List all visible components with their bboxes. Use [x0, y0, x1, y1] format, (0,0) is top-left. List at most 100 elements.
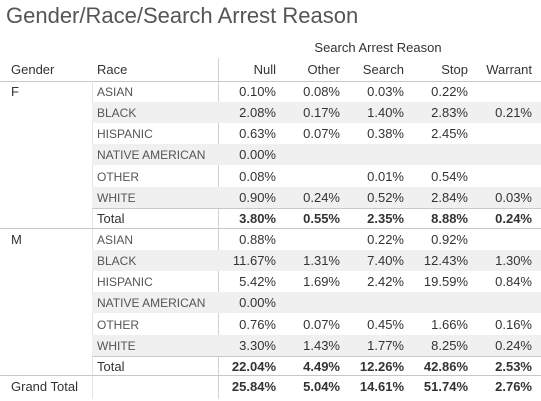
column-header-stop: Stop	[441, 62, 468, 77]
table-row: OTHER 0.76% 0.07% 0.45% 1.66% 0.16%	[0, 314, 541, 335]
cell-stop: 1.66%	[431, 317, 468, 332]
cell-search: 2.42%	[367, 274, 404, 289]
cell-search: 0.38%	[367, 126, 404, 141]
cell-null: 0.08%	[239, 169, 276, 184]
cell-null: 2.08%	[239, 105, 276, 120]
cell-warrant: 0.84%	[495, 274, 532, 289]
cell-null: 0.88%	[239, 232, 276, 247]
subtotal-row: Total 3.80% 0.55% 2.35% 8.88% 0.24%	[0, 208, 541, 229]
grand-total-null: 25.84%	[232, 379, 276, 394]
race-label: HISPANIC	[97, 275, 153, 289]
column-header-null: Null	[254, 62, 276, 77]
race-label: ASIAN	[97, 233, 133, 247]
cell-warrant: 2.53%	[495, 359, 532, 374]
cell-other: 1.69%	[303, 274, 340, 289]
cell-other: 1.31%	[303, 253, 340, 268]
cell-stop: 0.92%	[431, 232, 468, 247]
race-label: ASIAN	[97, 85, 133, 99]
cell-other: 1.43%	[303, 338, 340, 353]
cell-other: 0.55%	[303, 211, 340, 226]
table-row: ASIAN 0.10% 0.08% 0.03% 0.22%	[0, 81, 541, 102]
cell-null: 5.42%	[239, 274, 276, 289]
cell-stop: 12.43%	[424, 253, 468, 268]
race-label: WHITE	[97, 191, 136, 205]
cell-search: 0.52%	[367, 190, 404, 205]
cell-warrant: 0.03%	[495, 190, 532, 205]
cell-null: 0.10%	[239, 84, 276, 99]
cell-search: 7.40%	[367, 253, 404, 268]
subtotal-label: Total	[97, 211, 124, 226]
cell-warrant: 0.24%	[495, 338, 532, 353]
race-label: HISPANIC	[97, 127, 153, 141]
column-header-other: Other	[307, 62, 340, 77]
cell-stop: 8.25%	[431, 338, 468, 353]
cell-stop: 0.22%	[431, 84, 468, 99]
race-label: NATIVE AMERICAN	[97, 148, 205, 162]
row-header-gender: Gender	[11, 62, 54, 77]
race-label: OTHER	[97, 318, 139, 332]
cell-stop: 42.86%	[424, 359, 468, 374]
cell-other: 0.08%	[303, 84, 340, 99]
grand-total-label: Grand Total	[11, 379, 78, 394]
cell-null: 22.04%	[232, 359, 276, 374]
race-label: BLACK	[97, 106, 136, 120]
cell-search: 1.77%	[367, 338, 404, 353]
cell-null: 0.00%	[239, 147, 276, 162]
cell-search: 1.40%	[367, 105, 404, 120]
race-label: OTHER	[97, 170, 139, 184]
grand-total-other: 5.04%	[303, 379, 340, 394]
table-row: BLACK 2.08% 0.17% 1.40% 2.83% 0.21%	[0, 102, 541, 123]
table-row: HISPANIC 0.63% 0.07% 0.38% 2.45%	[0, 123, 541, 144]
race-label: NATIVE AMERICAN	[97, 296, 205, 310]
table-row: NATIVE AMERICAN 0.00%	[0, 144, 541, 165]
cell-warrant: 1.30%	[495, 253, 532, 268]
cell-other: 0.07%	[303, 317, 340, 332]
column-group-header: Search Arrest Reason	[219, 40, 537, 55]
cell-other: 0.17%	[303, 105, 340, 120]
column-header-search: Search	[363, 62, 404, 77]
subtotal-row: Total 22.04% 4.49% 12.26% 42.86% 2.53%	[0, 356, 541, 377]
grand-total-warrant: 2.76%	[495, 379, 532, 394]
cell-other: 4.49%	[303, 359, 340, 374]
cell-search: 2.35%	[367, 211, 404, 226]
column-header-row: Gender Race Null Other Search Stop Warra…	[0, 59, 541, 81]
table-row: OTHER 0.08% 0.01% 0.54%	[0, 166, 541, 187]
grand-total-row: Grand Total 25.84% 5.04% 14.61% 51.74% 2…	[0, 376, 541, 397]
race-label: BLACK	[97, 254, 136, 268]
cell-warrant: 0.21%	[495, 105, 532, 120]
grand-total-stop: 51.74%	[424, 379, 468, 394]
cell-warrant: 0.24%	[495, 211, 532, 226]
cell-stop: 19.59%	[424, 274, 468, 289]
grand-total-search: 14.61%	[360, 379, 404, 394]
table-row: HISPANIC 5.42% 1.69% 2.42% 19.59% 0.84%	[0, 271, 541, 292]
cell-stop: 8.88%	[431, 211, 468, 226]
cell-search: 0.01%	[367, 169, 404, 184]
cell-stop: 2.45%	[431, 126, 468, 141]
table-row: WHITE 0.90% 0.24% 0.52% 2.84% 0.03%	[0, 187, 541, 208]
cell-stop: 2.83%	[431, 105, 468, 120]
cell-stop: 2.84%	[431, 190, 468, 205]
subtotal-label: Total	[97, 359, 124, 374]
cell-stop: 0.54%	[431, 169, 468, 184]
race-label: WHITE	[97, 339, 136, 353]
column-header-warrant: Warrant	[486, 62, 532, 77]
cell-other: 0.07%	[303, 126, 340, 141]
table-row: ASIAN 0.88% 0.22% 0.92%	[0, 229, 541, 250]
cell-null: 0.90%	[239, 190, 276, 205]
cell-search: 12.26%	[360, 359, 404, 374]
cell-null: 0.76%	[239, 317, 276, 332]
cell-search: 0.03%	[367, 84, 404, 99]
table-row: BLACK 11.67% 1.31% 7.40% 12.43% 1.30%	[0, 250, 541, 271]
cell-null: 11.67%	[233, 253, 276, 268]
cell-other: 0.24%	[303, 190, 340, 205]
cell-null: 0.63%	[239, 126, 276, 141]
cell-search: 0.45%	[367, 317, 404, 332]
page-title: Gender/Race/Search Arrest Reason	[6, 3, 358, 29]
cell-null: 3.80%	[239, 211, 276, 226]
cell-null: 3.30%	[239, 338, 276, 353]
cell-search: 0.22%	[367, 232, 404, 247]
row-header-race: Race	[97, 62, 127, 77]
table-row: WHITE 3.30% 1.43% 1.77% 8.25% 0.24%	[0, 335, 541, 356]
cell-warrant: 0.16%	[495, 317, 532, 332]
table-row: NATIVE AMERICAN 0.00%	[0, 292, 541, 313]
